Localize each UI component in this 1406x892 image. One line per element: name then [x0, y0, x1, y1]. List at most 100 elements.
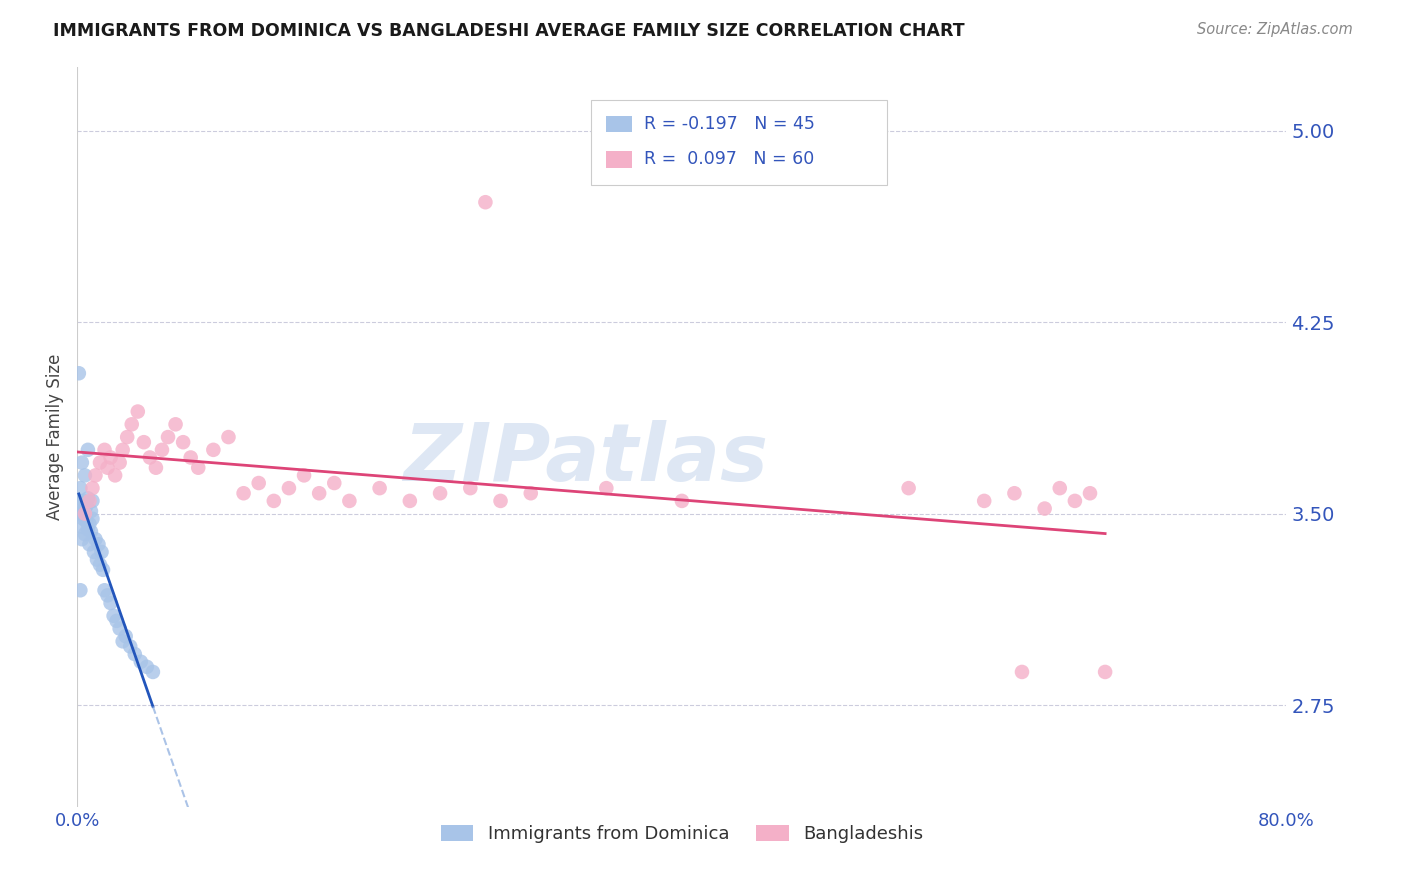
- Point: [91, 563, 114, 577]
- Point: [80, 504, 103, 518]
- Point: [75, 499, 97, 513]
- Point: [458, 481, 481, 495]
- Point: [67, 366, 90, 380]
- Point: [72, 494, 94, 508]
- Point: [129, 655, 152, 669]
- Point: [157, 430, 180, 444]
- Point: [77, 522, 100, 536]
- Text: R =  0.097   N = 60: R = 0.097 N = 60: [644, 151, 814, 169]
- Point: [292, 468, 315, 483]
- Point: [218, 430, 240, 444]
- Point: [232, 486, 254, 500]
- Point: [90, 545, 112, 559]
- Point: [83, 545, 105, 559]
- Point: [70, 532, 93, 546]
- Point: [108, 622, 131, 636]
- Point: [79, 494, 101, 508]
- Point: [105, 614, 128, 628]
- Text: R = -0.197   N = 45: R = -0.197 N = 45: [644, 115, 815, 133]
- Point: [67, 494, 90, 508]
- Point: [520, 486, 543, 500]
- Point: [80, 524, 103, 539]
- Point: [79, 516, 101, 531]
- FancyBboxPatch shape: [592, 100, 887, 186]
- Point: [1049, 481, 1071, 495]
- Point: [111, 634, 134, 648]
- Point: [84, 468, 107, 483]
- Point: [89, 456, 111, 470]
- Point: [180, 450, 202, 465]
- FancyBboxPatch shape: [606, 116, 633, 132]
- Point: [69, 481, 91, 495]
- Point: [474, 195, 496, 210]
- Point: [79, 537, 101, 551]
- Point: [70, 456, 93, 470]
- Point: [87, 537, 110, 551]
- Point: [1033, 501, 1056, 516]
- Point: [69, 519, 91, 533]
- Point: [172, 435, 194, 450]
- Point: [89, 558, 111, 572]
- Point: [121, 417, 143, 432]
- Point: [111, 442, 134, 457]
- Point: [114, 629, 136, 643]
- Point: [82, 494, 104, 508]
- Point: [278, 481, 301, 495]
- Point: [973, 494, 995, 508]
- Point: [82, 512, 104, 526]
- Point: [142, 665, 165, 679]
- Point: [86, 552, 108, 566]
- Point: [93, 583, 115, 598]
- Point: [104, 468, 127, 483]
- Point: [323, 476, 346, 491]
- Point: [337, 494, 360, 508]
- Point: [1004, 486, 1026, 500]
- Point: [75, 514, 97, 528]
- Point: [247, 476, 270, 491]
- Point: [96, 588, 118, 602]
- Point: [135, 660, 157, 674]
- Text: ZIPatlas: ZIPatlas: [402, 420, 768, 499]
- Point: [100, 596, 122, 610]
- Point: [69, 583, 91, 598]
- Point: [145, 460, 167, 475]
- Point: [70, 507, 93, 521]
- Point: [73, 527, 96, 541]
- Point: [399, 494, 422, 508]
- Point: [72, 512, 94, 526]
- Point: [165, 417, 187, 432]
- Point: [1064, 494, 1087, 508]
- Point: [368, 481, 391, 495]
- Point: [67, 507, 90, 521]
- Text: IMMIGRANTS FROM DOMINICA VS BANGLADESHI AVERAGE FAMILY SIZE CORRELATION CHART: IMMIGRANTS FROM DOMINICA VS BANGLADESHI …: [53, 22, 965, 40]
- Point: [93, 442, 115, 457]
- Point: [96, 460, 118, 475]
- Point: [671, 494, 693, 508]
- Point: [150, 442, 173, 457]
- Y-axis label: Average Family Size: Average Family Size: [46, 354, 65, 520]
- Point: [1011, 665, 1033, 679]
- FancyBboxPatch shape: [606, 152, 633, 168]
- Point: [100, 450, 122, 465]
- Point: [595, 481, 617, 495]
- Point: [103, 608, 125, 623]
- Point: [82, 481, 104, 495]
- Point: [120, 640, 142, 654]
- Point: [108, 456, 131, 470]
- Point: [263, 494, 285, 508]
- Point: [132, 435, 155, 450]
- Point: [308, 486, 330, 500]
- Point: [77, 442, 100, 457]
- Point: [202, 442, 225, 457]
- Point: [139, 450, 162, 465]
- Point: [84, 532, 107, 546]
- Point: [115, 430, 138, 444]
- Point: [429, 486, 451, 500]
- Text: Source: ZipAtlas.com: Source: ZipAtlas.com: [1197, 22, 1353, 37]
- Point: [73, 507, 96, 521]
- Point: [73, 468, 96, 483]
- Point: [187, 460, 209, 475]
- Point: [1078, 486, 1101, 500]
- Point: [489, 494, 512, 508]
- Point: [897, 481, 920, 495]
